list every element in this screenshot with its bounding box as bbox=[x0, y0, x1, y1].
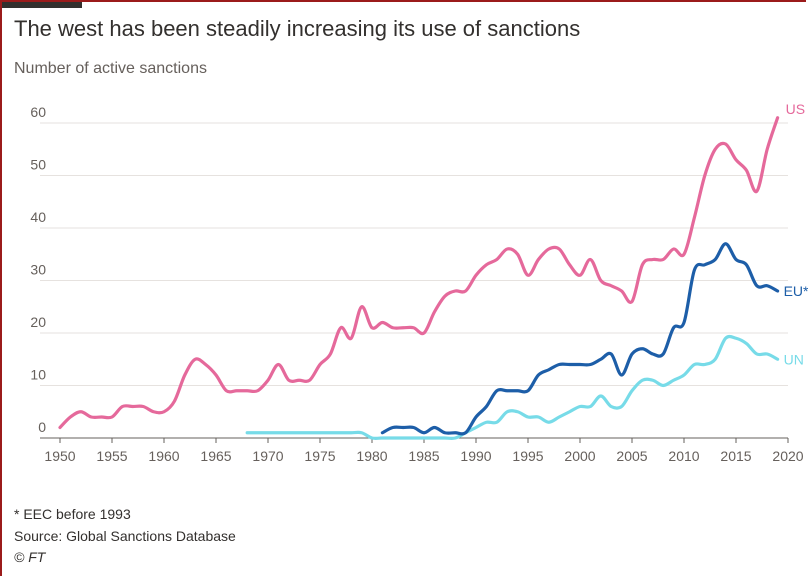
series-labels: UN EU* US bbox=[784, 101, 808, 368]
series-label-un: UN bbox=[784, 351, 804, 367]
y-tick-label: 60 bbox=[30, 104, 46, 120]
series-line-un bbox=[245, 334, 780, 440]
series-line-eu bbox=[380, 242, 780, 436]
x-tick-label: 1960 bbox=[148, 448, 179, 464]
y-tick-label: 0 bbox=[38, 419, 46, 435]
x-tick-label: 1980 bbox=[356, 448, 387, 464]
x-axis: 1950 1955 1960 1965 1970 1975 1980 1985 1990 1995… bbox=[44, 438, 804, 464]
y-tick-label: 40 bbox=[30, 209, 46, 225]
series-lines bbox=[58, 116, 780, 440]
gridlines: 0 10 20 30 40 50 60 bbox=[30, 104, 788, 439]
footnote-eec: * EEC before 1993 bbox=[14, 506, 131, 522]
series-label-us: US bbox=[786, 101, 805, 117]
chart-subtitle: Number of active sanctions bbox=[14, 60, 207, 77]
x-tick-label: 1965 bbox=[200, 448, 231, 464]
x-tick-label: 1950 bbox=[44, 448, 75, 464]
x-tick-label: 2010 bbox=[668, 448, 699, 464]
y-tick-label: 50 bbox=[30, 157, 46, 173]
x-tick-label: 1995 bbox=[512, 448, 543, 464]
x-tick-label: 1985 bbox=[408, 448, 439, 464]
series-label-eu: EU* bbox=[784, 283, 808, 299]
x-tick-label: 2005 bbox=[616, 448, 647, 464]
ft-credit: © FT bbox=[14, 549, 46, 565]
x-tick-label: 1990 bbox=[460, 448, 491, 464]
y-tick-label: 20 bbox=[30, 314, 46, 330]
x-tick-label: 2015 bbox=[720, 448, 751, 464]
x-tick-label: 1970 bbox=[252, 448, 283, 464]
x-tick-label: 1955 bbox=[96, 448, 127, 464]
source-note: Source: Global Sanctions Database bbox=[14, 528, 236, 544]
y-tick-label: 10 bbox=[30, 367, 46, 383]
y-tick-label: 30 bbox=[30, 262, 46, 278]
series-line-us bbox=[58, 116, 780, 430]
x-tick-label: 1975 bbox=[304, 448, 335, 464]
brand-bar bbox=[2, 2, 82, 8]
x-tick-label: 2020 bbox=[772, 448, 803, 464]
chart-title: The west has been steadily increasing it… bbox=[14, 16, 581, 41]
x-tick-label: 2000 bbox=[564, 448, 595, 464]
